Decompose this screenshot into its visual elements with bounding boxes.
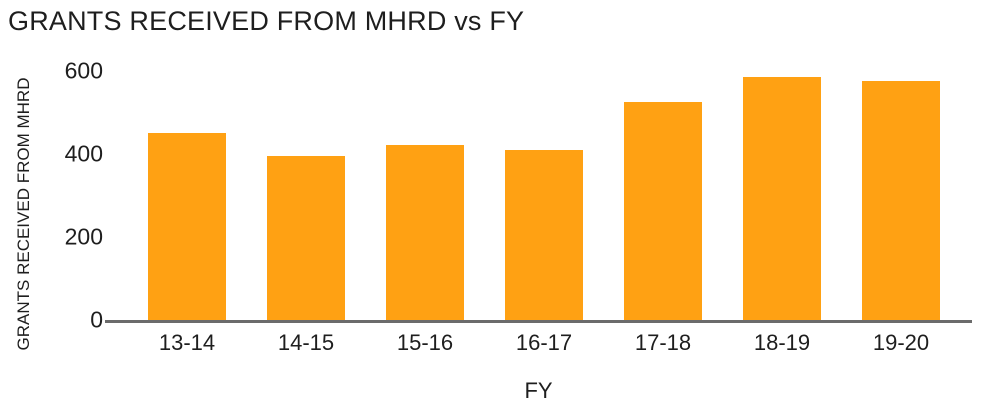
y-tick-label: 400: [64, 140, 103, 167]
bar-19-20: [862, 80, 940, 320]
bar-14-15: [267, 155, 345, 320]
y-axis-label: GRANTS RECEIVED FROM MHRD: [14, 77, 33, 351]
x-tick-label: 15-16: [396, 330, 454, 355]
y-tick-label: 600: [64, 57, 103, 83]
bar-15-16: [386, 145, 464, 320]
x-axis-label: FY: [524, 378, 553, 403]
x-tick-label: 14-15: [277, 330, 335, 355]
x-tick-label: 13-14: [158, 330, 216, 355]
y-tick-label: 0: [90, 306, 103, 333]
bar-18-19: [743, 76, 821, 320]
x-axis-line: [105, 320, 972, 323]
bar-13-14: [148, 132, 226, 320]
bar-16-17: [505, 149, 583, 320]
chart-title: GRANTS RECEIVED FROM MHRD vs FY: [8, 6, 525, 36]
bar-17-18: [624, 101, 702, 320]
x-tick-label: 18-19: [753, 330, 811, 355]
x-tick-label: 17-18: [634, 330, 692, 355]
y-tick-label: 200: [64, 223, 103, 250]
x-tick-label: 16-17: [515, 330, 573, 355]
x-tick-label: 19-20: [872, 330, 930, 355]
